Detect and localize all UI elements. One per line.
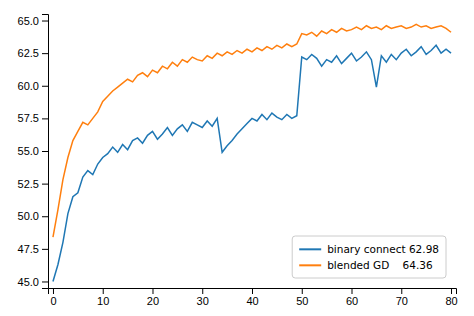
tick-mark [42,281,48,282]
tick: 45.0 [18,275,48,287]
lines [53,24,451,281]
tick-mark [42,151,48,152]
chart: 0 10 20 30 40 50 60 70 80 45.0 47.5 50.0 52.5 55.0 57.… [0,0,474,316]
tick-mark [352,288,353,294]
tick: 50 [296,288,308,307]
tick-mark [42,53,48,54]
tick-mark [42,216,48,217]
axis-line [42,15,49,289]
legend: binary connect 62.98 blended GD 64.36 [292,236,446,278]
tick: 70 [396,288,408,307]
tick: 60.0 [18,80,48,92]
tick-label: 40 [246,295,258,307]
tick: 0 [50,288,56,307]
tick: 80 [445,288,457,307]
tick-label: 50.0 [18,210,39,222]
tick-label: 30 [197,295,209,307]
tick-label: 20 [147,295,159,307]
tick-label: 0 [50,295,56,307]
tick-mark [42,118,48,119]
legend-swatch [299,264,321,266]
tick-label: 55.0 [18,145,39,157]
tick-label: 45.0 [18,275,39,287]
tick-label: 60 [346,295,358,307]
tick: 20 [147,288,159,307]
tick-label: 65.0 [18,15,39,27]
tick: 52.5 [18,178,48,190]
tick-mark [451,288,452,294]
tick-mark [401,288,402,294]
x-axis: 0 10 20 30 40 50 60 70 80 [49,288,458,307]
tick-label: 47.5 [18,243,39,255]
tick: 60 [346,288,358,307]
tick-mark [53,288,54,294]
tick: 62.5 [18,47,48,59]
tick-mark [103,288,104,294]
legend-label: binary connect 62.98 [327,243,439,255]
tick-mark [252,288,253,294]
tick-mark [42,184,48,185]
tick-mark [302,288,303,294]
line [53,45,451,281]
legend-box [292,236,446,278]
tick-label: 10 [97,295,109,307]
legend-swatch [299,248,321,250]
tick-mark [42,86,48,87]
tick-label: 50 [296,295,308,307]
axis-line [49,289,457,295]
legend-label: blended GD 64.36 [327,259,433,271]
tick-mark [202,288,203,294]
tick-label: 70 [396,295,408,307]
tick-mark [42,21,48,22]
tick: 10 [97,288,109,307]
tick: 65.0 [18,15,48,27]
tick: 55.0 [18,145,48,157]
tick-mark [152,288,153,294]
line [53,24,451,237]
legend-item: blended GD 64.36 [299,259,433,271]
tick: 57.5 [18,112,48,124]
tick: 47.5 [18,243,48,255]
plot-area: 0 10 20 30 40 50 60 70 80 45.0 47.5 50.0 52.5 55.0 57.… [18,15,458,307]
tick: 30 [197,288,209,307]
tick-label: 52.5 [18,178,39,190]
y-axis: 45.0 47.5 50.0 52.5 55.0 57.5 60.0 62.5 65.0 [18,15,49,289]
tick-label: 62.5 [18,47,39,59]
tick-label: 60.0 [18,80,39,92]
tick: 40 [246,288,258,307]
tick-mark [42,249,48,250]
legend-item: binary connect 62.98 [299,243,439,255]
tick-label: 80 [445,295,457,307]
tick-label: 57.5 [18,112,39,124]
tick: 50.0 [18,210,48,222]
